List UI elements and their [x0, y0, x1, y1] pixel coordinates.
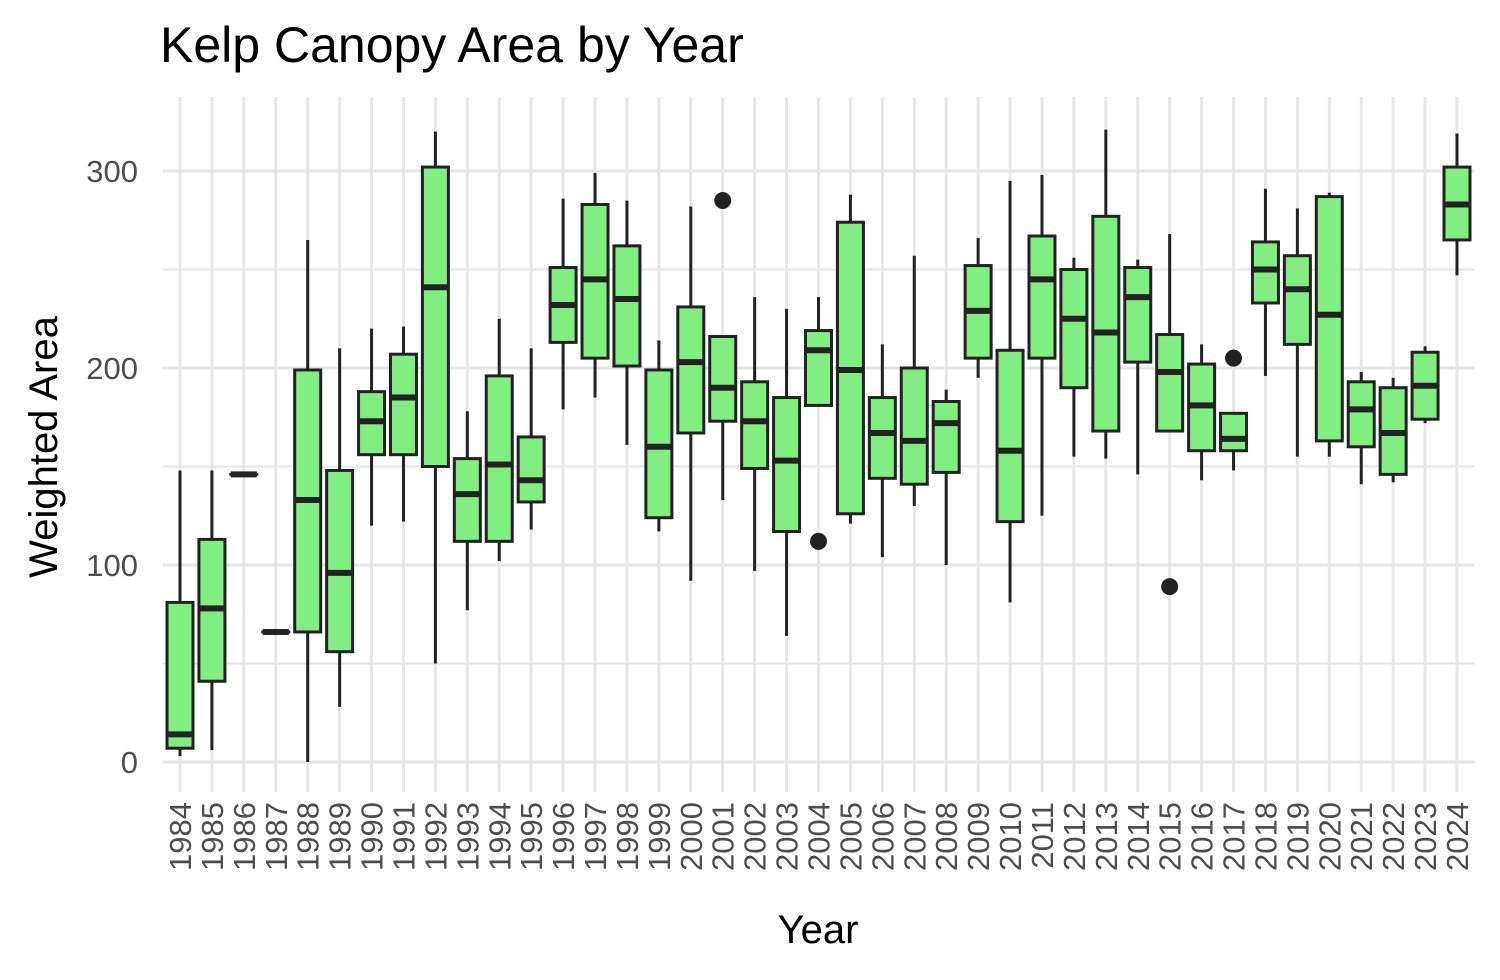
- x-tick-label: 2023: [1408, 802, 1443, 871]
- box: [1348, 382, 1374, 447]
- x-tick-labels: 1984198519861987198819891990199119921993…: [163, 802, 1475, 871]
- box: [1125, 268, 1151, 363]
- box: [1284, 256, 1310, 345]
- y-tick-label: 300: [86, 154, 138, 189]
- box: [869, 398, 895, 479]
- x-tick-label: 2004: [802, 802, 837, 871]
- x-tick-label: 2002: [738, 802, 773, 871]
- x-tick-label: 2008: [929, 802, 964, 871]
- x-tick-label: 1988: [291, 802, 326, 871]
- x-tick-label: 2020: [1312, 802, 1347, 871]
- box: [1093, 216, 1119, 431]
- outlier-point: [1161, 578, 1178, 595]
- y-tick-label: 200: [86, 351, 138, 386]
- y-tick-label: 0: [121, 745, 138, 780]
- x-tick-label: 1993: [450, 802, 485, 871]
- x-tick-label: 2019: [1280, 802, 1315, 871]
- x-tick-label: 2005: [833, 802, 868, 871]
- x-tick-label: 2016: [1185, 802, 1220, 871]
- x-tick-label: 2021: [1344, 802, 1379, 871]
- box: [327, 470, 353, 651]
- x-tick-label: 1986: [227, 802, 262, 871]
- box: [486, 376, 512, 541]
- x-tick-label: 2010: [993, 802, 1028, 871]
- outlier-point: [810, 533, 827, 550]
- outlier-point: [1225, 350, 1242, 367]
- x-tick-label: 2011: [1025, 802, 1060, 869]
- box: [167, 602, 193, 748]
- box: [390, 354, 416, 454]
- x-tick-label: 2014: [1121, 802, 1156, 871]
- x-tick-label: 1999: [642, 802, 677, 871]
- x-tick-label: 2001: [706, 802, 741, 871]
- x-tick-label: 2009: [961, 802, 996, 871]
- x-tick-label: 2007: [897, 802, 932, 871]
- x-tick-label: 2015: [1153, 802, 1188, 871]
- box: [806, 331, 832, 406]
- box: [518, 437, 544, 502]
- x-tick-label: 2003: [770, 802, 805, 871]
- box: [422, 167, 448, 466]
- x-tick-label: 2022: [1376, 802, 1411, 871]
- y-tick-label: 100: [86, 548, 138, 583]
- box: [1157, 335, 1183, 432]
- box: [1061, 270, 1087, 388]
- x-tick-label: 1992: [418, 802, 453, 871]
- y-tick-labels: 0 100 200 300: [86, 154, 138, 780]
- box: [454, 459, 480, 542]
- x-tick-label: 1994: [482, 802, 517, 871]
- box: [678, 307, 704, 433]
- box: [614, 246, 640, 366]
- x-tick-label: 2012: [1057, 802, 1092, 871]
- box: [742, 382, 768, 469]
- x-tick-label: 2017: [1217, 802, 1252, 871]
- box: [997, 350, 1023, 521]
- box: [774, 398, 800, 532]
- box: [1316, 197, 1342, 441]
- box: [1221, 413, 1247, 450]
- x-tick-label: 1998: [610, 802, 645, 871]
- x-tick-label: 2000: [674, 802, 709, 871]
- chart-title: Kelp Canopy Area by Year: [160, 16, 744, 74]
- x-tick-label: 2006: [865, 802, 900, 871]
- x-tick-label: 1984: [163, 802, 198, 871]
- y-axis-title: Weighted Area: [22, 315, 66, 577]
- x-tick-label: 2013: [1089, 802, 1124, 871]
- x-tick-label: 1985: [195, 802, 230, 871]
- x-tick-label: 2024: [1440, 802, 1475, 871]
- x-tick-label: 1996: [546, 802, 581, 871]
- box: [901, 368, 927, 484]
- x-tick-label: 1991: [386, 802, 421, 871]
- x-tick-label: 1990: [355, 802, 390, 871]
- x-tick-label: 1989: [323, 802, 358, 871]
- box: [933, 401, 959, 472]
- outlier-point: [714, 192, 731, 209]
- x-axis-title: Year: [778, 908, 859, 952]
- x-tick-label: 1987: [259, 802, 294, 871]
- box: [1029, 236, 1055, 358]
- x-tick-label: 1995: [514, 802, 549, 871]
- box: [710, 336, 736, 421]
- x-tick-label: 1997: [578, 802, 613, 871]
- x-tick-label: 2018: [1248, 802, 1283, 871]
